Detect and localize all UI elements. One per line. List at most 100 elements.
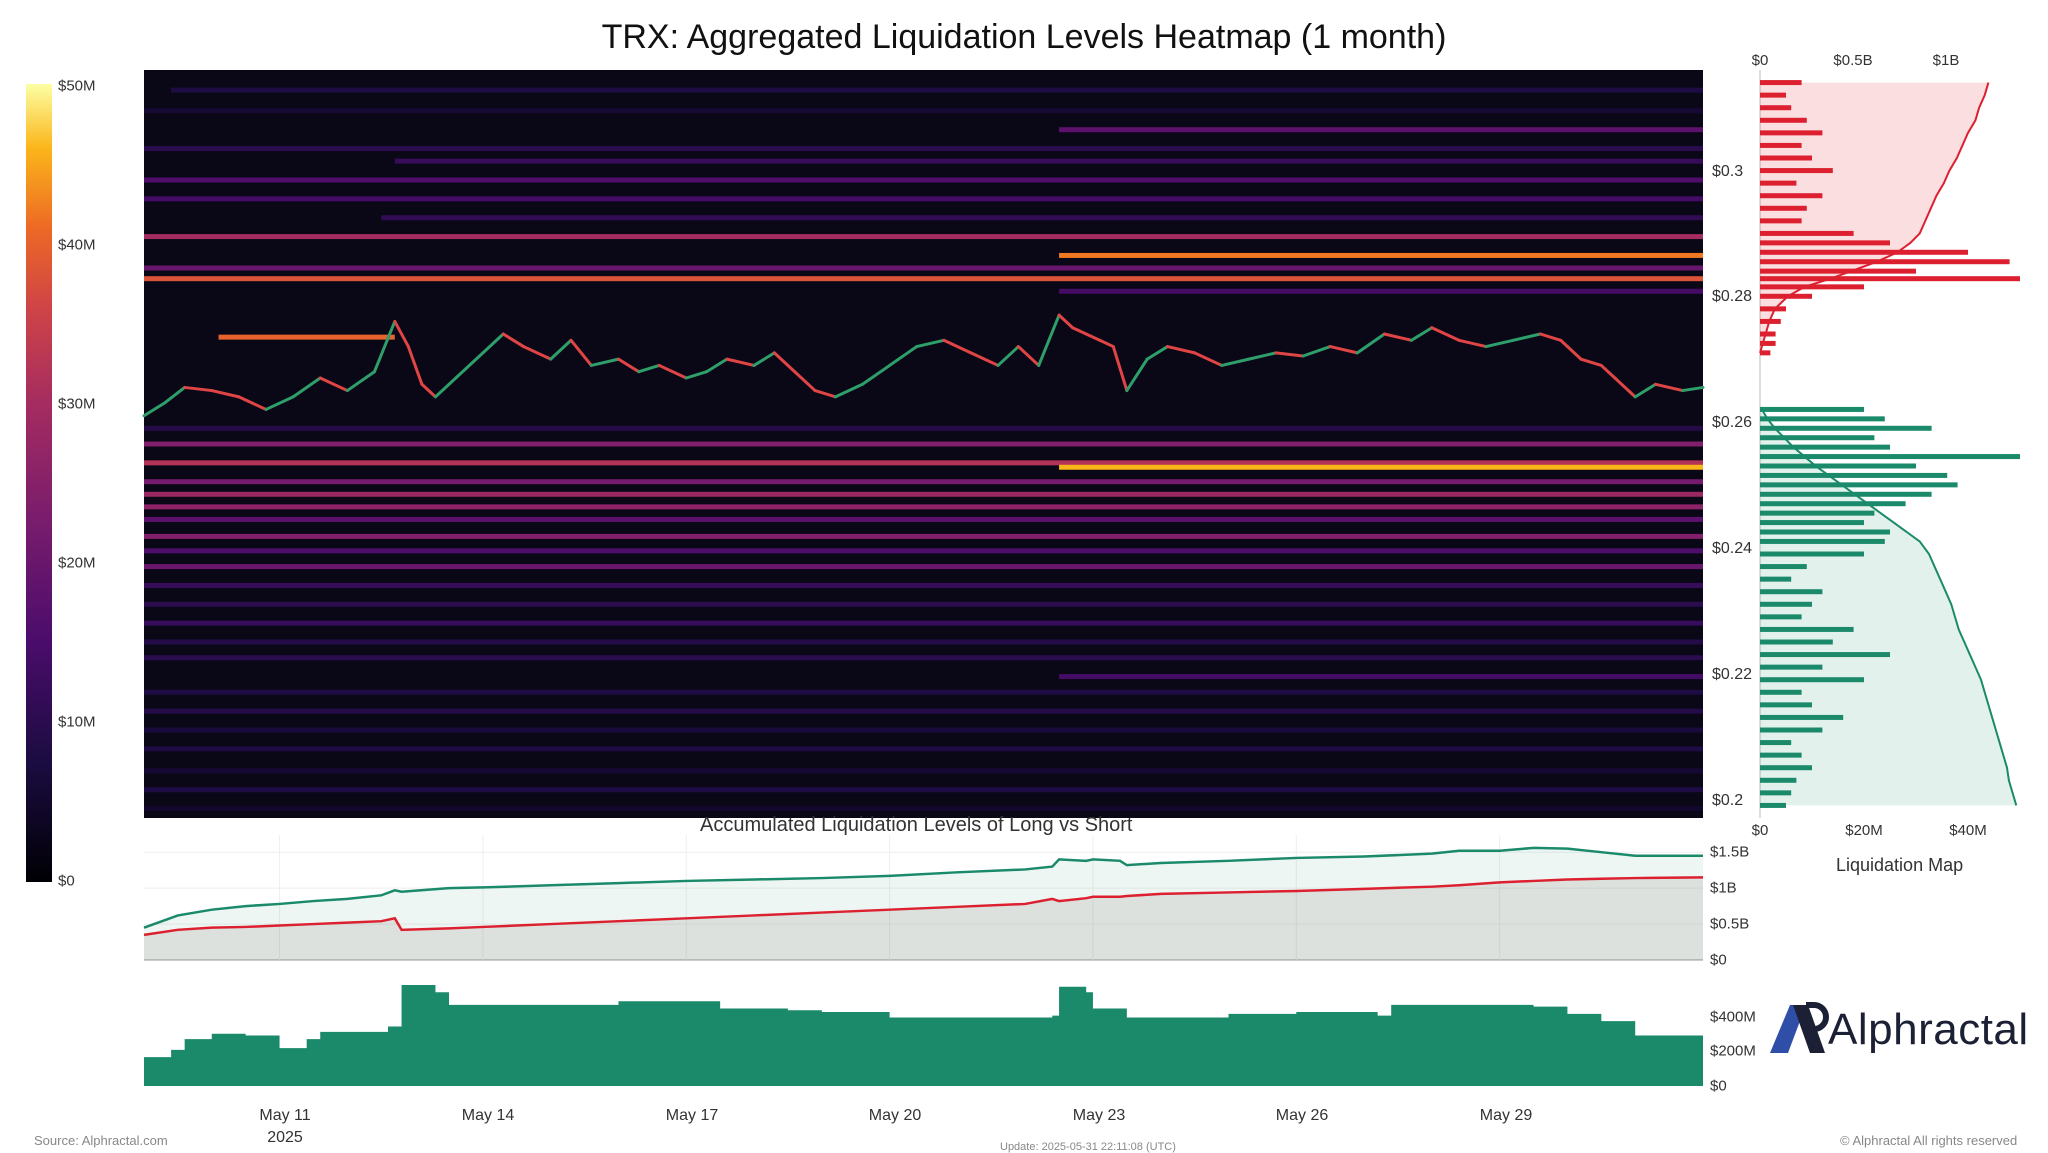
long-cumulative-area bbox=[1760, 409, 2017, 806]
long-accumulated-area bbox=[144, 847, 1703, 960]
long-bar bbox=[1760, 576, 1792, 582]
price-segment bbox=[637, 363, 661, 374]
short-bar bbox=[1760, 259, 2010, 265]
price-segment bbox=[1037, 313, 1061, 367]
long-bar bbox=[1760, 472, 1948, 478]
heatmap-band bbox=[171, 87, 1703, 93]
lmap-cumulative-tick: $0.5B bbox=[1833, 52, 1873, 69]
x-tick: May 11 2025 bbox=[259, 1107, 311, 1146]
long-bar bbox=[1760, 491, 1932, 497]
short-bar bbox=[1760, 130, 1823, 136]
short-bar bbox=[1760, 205, 1807, 211]
lmap-cumulative-tick: $0 bbox=[1751, 52, 1769, 69]
price-segment bbox=[1511, 332, 1542, 342]
short-bar bbox=[1760, 142, 1802, 148]
heatmap-band bbox=[144, 708, 1703, 714]
long-bar bbox=[1760, 435, 1875, 441]
long-bar bbox=[1760, 454, 2020, 460]
short-bar bbox=[1760, 155, 1812, 161]
x-tick: May 14 bbox=[461, 1107, 515, 1124]
price-segment bbox=[1579, 357, 1603, 367]
heatmap-band bbox=[144, 276, 1703, 282]
price-segment bbox=[1654, 382, 1685, 393]
long-bar bbox=[1760, 664, 1823, 670]
short-bar bbox=[1760, 193, 1823, 199]
price-segment bbox=[915, 338, 946, 349]
lmap-x-tick: $20M bbox=[1845, 822, 1883, 839]
long-bar bbox=[1760, 444, 1890, 450]
short-bar bbox=[1760, 249, 1968, 255]
heatmap-band bbox=[144, 146, 1703, 152]
short-accumulated-line bbox=[143, 876, 1704, 937]
colorbar-tick: $0 bbox=[58, 872, 75, 890]
price-segment bbox=[1084, 332, 1102, 342]
price-segment bbox=[942, 338, 973, 355]
long-bar bbox=[1760, 501, 1906, 507]
long-bar bbox=[1760, 714, 1844, 720]
heatmap-band bbox=[144, 620, 1703, 626]
difference-y-tick: $200M bbox=[1710, 1042, 1756, 1060]
price-segment bbox=[1145, 345, 1170, 361]
long-bar bbox=[1760, 425, 1932, 431]
price-segment bbox=[1538, 332, 1563, 342]
price-segment bbox=[406, 345, 424, 386]
long-bar bbox=[1760, 463, 1916, 469]
heatmap-band bbox=[144, 460, 1703, 466]
chart-title: TRX: Aggregated Liquidation Levels Heatm… bbox=[601, 18, 1447, 56]
difference-y-tick: $400M bbox=[1710, 1008, 1756, 1026]
short-bar bbox=[1760, 268, 1916, 274]
heatmap-band bbox=[144, 234, 1703, 240]
brand-name: Alphractal bbox=[1828, 1005, 2029, 1054]
short-bar bbox=[1760, 240, 1890, 246]
price-segment bbox=[1410, 326, 1434, 342]
colorbar bbox=[26, 84, 52, 882]
heatmap-y-tick: $0.24 bbox=[1712, 540, 1753, 557]
x-tick: May 26 bbox=[1275, 1107, 1329, 1124]
long-bar bbox=[1760, 765, 1812, 771]
long-bar bbox=[1760, 601, 1812, 607]
heatmap-band bbox=[144, 479, 1703, 485]
heatmap-band bbox=[144, 108, 1703, 114]
heatmap-band bbox=[144, 533, 1703, 539]
long-accumulated-line bbox=[143, 846, 1703, 929]
long-bar bbox=[1760, 689, 1802, 695]
lmap-x-tick: $0 bbox=[1751, 822, 1769, 839]
heatmap-band bbox=[1059, 252, 1703, 258]
price-segment bbox=[1484, 338, 1515, 349]
difference-area-chart bbox=[144, 985, 1703, 1086]
x-tick: May 17 bbox=[665, 1107, 719, 1124]
price-segment bbox=[162, 385, 187, 405]
price-segment bbox=[752, 351, 776, 367]
price-segment bbox=[996, 345, 1020, 367]
heatmap-band bbox=[144, 582, 1703, 588]
price-segment bbox=[183, 385, 214, 393]
heatmap-band bbox=[144, 491, 1703, 497]
long-bar bbox=[1760, 740, 1792, 746]
short-bar bbox=[1760, 117, 1807, 123]
price-segment bbox=[318, 376, 349, 393]
long-bar bbox=[1760, 626, 1854, 632]
accumulated-y-tick: $0.5B bbox=[1710, 915, 1750, 933]
long-bar bbox=[1760, 589, 1823, 595]
short-bar bbox=[1760, 105, 1792, 111]
heatmap-band bbox=[144, 806, 1703, 812]
price-segment bbox=[549, 338, 573, 361]
heatmap-y-tick: $0.3 bbox=[1712, 163, 1744, 180]
long-bar bbox=[1760, 677, 1864, 683]
price-series bbox=[142, 313, 1705, 418]
price-segment bbox=[1057, 313, 1075, 330]
heatmap-band bbox=[144, 516, 1703, 522]
price-segment bbox=[501, 332, 526, 349]
long-bar bbox=[1760, 652, 1890, 658]
price-segment bbox=[1328, 345, 1359, 355]
heatmap-band bbox=[144, 177, 1703, 183]
heatmap-band bbox=[381, 215, 1703, 221]
x-tick: May 29 bbox=[1479, 1107, 1533, 1124]
accumulated-y-tick: $0 bbox=[1710, 951, 1727, 969]
heatmap-band bbox=[144, 639, 1703, 645]
price-segment bbox=[291, 376, 322, 399]
price-segment bbox=[210, 389, 241, 399]
price-segment bbox=[481, 332, 505, 355]
heatmap-band bbox=[144, 265, 1703, 271]
